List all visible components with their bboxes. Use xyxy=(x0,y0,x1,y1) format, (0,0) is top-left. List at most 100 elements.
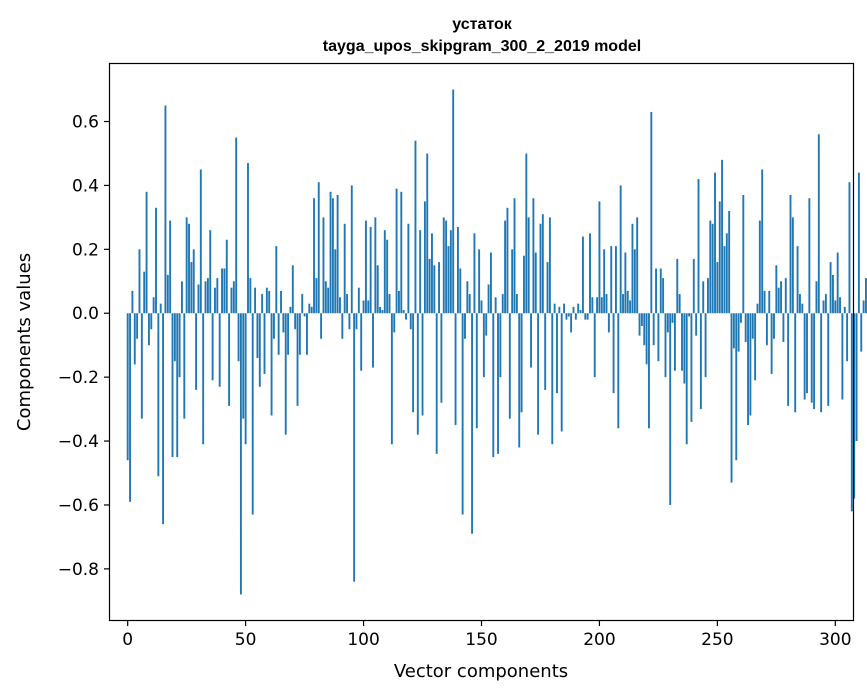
bar-226 xyxy=(659,268,662,314)
bars-group xyxy=(126,89,867,595)
bar-282 xyxy=(791,217,794,314)
bar-176 xyxy=(541,214,544,314)
bar-130 xyxy=(433,265,436,314)
bar-94 xyxy=(348,313,351,330)
bar-191 xyxy=(577,303,580,314)
bar-141 xyxy=(459,268,462,314)
bar-136 xyxy=(447,246,450,314)
bar-267 xyxy=(756,303,759,314)
bar-307 xyxy=(850,313,853,512)
bar-206 xyxy=(612,313,615,394)
bar-166 xyxy=(518,313,521,448)
bar-255 xyxy=(728,210,731,314)
bar-54 xyxy=(254,287,257,314)
bar-70 xyxy=(291,265,294,314)
bar-68 xyxy=(287,313,290,355)
bar-249 xyxy=(714,172,716,314)
bar-42 xyxy=(225,239,228,314)
x-tick-label: 150 xyxy=(465,630,497,650)
bar-238 xyxy=(688,313,691,317)
bar-170 xyxy=(527,217,530,314)
bar-178 xyxy=(546,262,549,314)
bar-257 xyxy=(732,313,735,349)
bar-147 xyxy=(473,233,476,314)
bar-273 xyxy=(770,313,773,374)
bar-303 xyxy=(841,313,844,400)
bar-278 xyxy=(782,313,785,342)
bar-79 xyxy=(313,198,315,314)
bar-129 xyxy=(431,233,433,314)
bar-61 xyxy=(270,313,273,416)
bar-163 xyxy=(511,249,514,314)
bar-184 xyxy=(560,313,563,432)
bar-81 xyxy=(317,182,320,314)
bar-64 xyxy=(277,313,280,355)
y-tick-label: 0.2 xyxy=(72,240,99,260)
bar-4 xyxy=(136,313,139,339)
bar-7 xyxy=(143,271,146,314)
bar-87 xyxy=(331,198,334,314)
bar-250 xyxy=(716,262,719,314)
bar-154 xyxy=(489,252,492,314)
bar-217 xyxy=(638,313,641,336)
x-tick-label: 100 xyxy=(347,630,379,650)
bar-261 xyxy=(742,195,745,314)
bar-106 xyxy=(376,265,379,314)
bar-128 xyxy=(428,258,431,314)
x-tick-label: 50 xyxy=(235,630,257,650)
bar-254 xyxy=(725,233,728,314)
bar-299 xyxy=(832,274,834,314)
bar-133 xyxy=(440,313,443,403)
bar-223 xyxy=(652,313,655,346)
bar-162 xyxy=(508,313,511,419)
y-tick-label: −0.4 xyxy=(58,432,99,452)
y-tick-label: 0.6 xyxy=(72,113,99,133)
bar-274 xyxy=(773,313,775,339)
y-tick-label: 0.0 xyxy=(72,304,99,324)
bar-118 xyxy=(405,313,407,320)
bar-105 xyxy=(374,217,377,314)
bar-245 xyxy=(704,313,707,378)
bar-271 xyxy=(765,313,768,346)
bar-200 xyxy=(598,201,601,314)
bar-227 xyxy=(662,278,665,314)
bar-192 xyxy=(579,310,582,314)
bar-3 xyxy=(133,313,136,365)
bar-279 xyxy=(784,278,787,314)
bar-306 xyxy=(848,182,851,314)
bar-242 xyxy=(697,179,700,314)
bar-2 xyxy=(131,290,134,314)
bar-230 xyxy=(669,313,672,505)
bar-1 xyxy=(129,313,131,502)
bar-13 xyxy=(157,313,160,477)
bar-164 xyxy=(513,198,516,314)
bar-52 xyxy=(249,278,252,314)
bar-93 xyxy=(346,294,348,314)
bar-182 xyxy=(556,313,558,394)
bar-232 xyxy=(673,313,676,371)
bar-143 xyxy=(464,313,466,339)
bar-138 xyxy=(452,89,455,314)
bar-280 xyxy=(787,313,790,406)
bar-112 xyxy=(390,313,393,445)
bar-196 xyxy=(589,233,591,314)
bar-72 xyxy=(296,313,299,406)
bar-96 xyxy=(353,313,356,582)
bar-216 xyxy=(636,217,639,314)
bar-301 xyxy=(836,252,839,314)
bar-197 xyxy=(591,297,594,314)
bar-114 xyxy=(395,188,398,314)
bar-236 xyxy=(683,313,686,384)
bar-80 xyxy=(315,278,318,314)
bar-31 xyxy=(199,169,202,314)
bar-44 xyxy=(230,287,233,314)
bar-50 xyxy=(244,313,247,445)
bar-247 xyxy=(709,220,712,314)
bar-172 xyxy=(532,198,535,314)
bar-91 xyxy=(341,313,344,339)
bar-270 xyxy=(763,290,766,314)
bar-225 xyxy=(657,313,660,362)
bar-103 xyxy=(369,226,372,314)
bar-160 xyxy=(504,220,507,314)
bar-12 xyxy=(155,207,157,314)
